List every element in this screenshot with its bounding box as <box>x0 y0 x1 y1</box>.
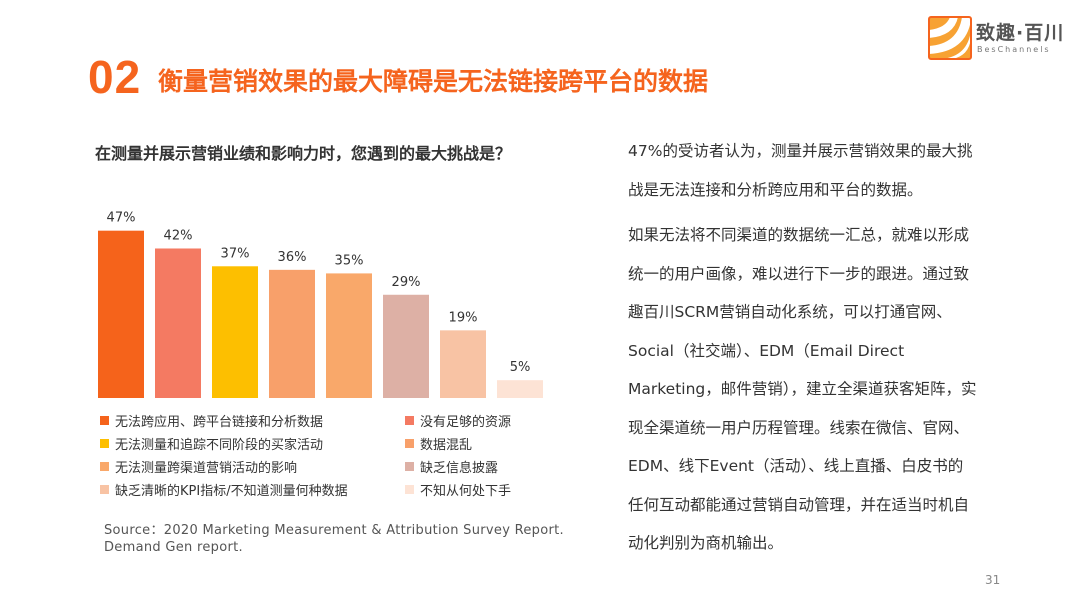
legend-swatch <box>100 439 109 448</box>
bar-8 <box>497 380 543 398</box>
description-paragraph-1: 47%的受访者认为，测量并展示营销效果的最大挑战是无法连接和分析跨应用和平台的数… <box>628 142 973 199</box>
page-number: 31 <box>985 573 1001 587</box>
brand-logo: 致趣·百川 BesChannels <box>928 16 1068 62</box>
legend-swatch <box>100 416 109 425</box>
legend-swatch <box>100 462 109 471</box>
legend-item-8: 不知从何处下手 <box>405 480 511 499</box>
section-number: 02 <box>88 51 142 103</box>
chart-question: 在测量并展示营销业绩和影响力时，您遇到的最大挑战是？ <box>95 144 512 163</box>
bar-6 <box>383 294 429 398</box>
legend-item-3: 无法测量和追踪不同阶段的买家活动 <box>100 434 323 453</box>
bar-value-label-5: 35% <box>335 253 364 268</box>
legend-label: 数据混乱 <box>420 438 473 453</box>
legend-item-2: 没有足够的资源 <box>405 411 511 430</box>
bar-3 <box>212 266 258 398</box>
description-paragraph-2: 如果无法将不同渠道的数据统一汇总，就难以形成统一的用户画像，难以进行下一步的跟进… <box>628 226 977 552</box>
bar-value-label-4: 36% <box>278 250 307 265</box>
legend-label: 不知从何处下手 <box>420 484 512 499</box>
legend-swatch <box>405 439 414 448</box>
bar-7 <box>440 330 486 398</box>
legend-item-5: 无法测量跨渠道营销活动的影响 <box>100 457 297 476</box>
bar-value-label-6: 29% <box>392 275 421 290</box>
legend-swatch <box>405 462 414 471</box>
legend-item-7: 缺乏清晰的KPI指标/不知道测量何种数据 <box>100 480 348 499</box>
legend-swatch <box>405 416 414 425</box>
legend-swatch <box>100 485 109 494</box>
legend-item-1: 无法跨应用、跨平台链接和分析数据 <box>100 411 323 430</box>
legend-label: 无法测量跨渠道营销活动的影响 <box>115 461 298 476</box>
legend-label: 缺乏信息披露 <box>420 461 499 476</box>
bar-1 <box>98 230 144 398</box>
legend-label: 缺乏清晰的KPI指标/不知道测量何种数据 <box>115 484 348 499</box>
page-title: 衡量营销效果的最大障碍是无法链接跨平台的数据 <box>158 67 709 96</box>
bar-value-label-7: 19% <box>449 310 478 325</box>
bar-value-label-3: 37% <box>221 246 250 261</box>
legend-label: 无法跨应用、跨平台链接和分析数据 <box>115 415 324 430</box>
description-text: 47%的受访者认为，测量并展示营销效果的最大挑战是无法连接和分析跨应用和平台的数… <box>628 132 978 563</box>
bar-value-label-1: 47% <box>107 211 136 226</box>
bar-value-label-8: 5% <box>510 360 531 375</box>
bar-chart: 47% 42% 37% 36% 35% 29% 19% 5% <box>98 211 543 398</box>
bar-2 <box>155 248 201 398</box>
legend-label: 没有足够的资源 <box>420 415 512 430</box>
legend-item-4: 数据混乱 <box>405 434 472 453</box>
logo-subtext: BesChannels <box>977 45 1051 54</box>
logo-mark-icon <box>928 16 972 60</box>
legend-swatch <box>405 485 414 494</box>
bar-4 <box>269 269 315 398</box>
legend-label: 无法测量和追踪不同阶段的买家活动 <box>115 438 324 453</box>
logo-text: 致趣·百川 <box>976 22 1065 44</box>
legend-item-6: 缺乏信息披露 <box>405 457 498 476</box>
bar-5 <box>326 273 372 398</box>
bar-value-label-2: 42% <box>164 228 193 243</box>
source-note: Source：2020 Marketing Measurement & Attr… <box>104 523 564 555</box>
